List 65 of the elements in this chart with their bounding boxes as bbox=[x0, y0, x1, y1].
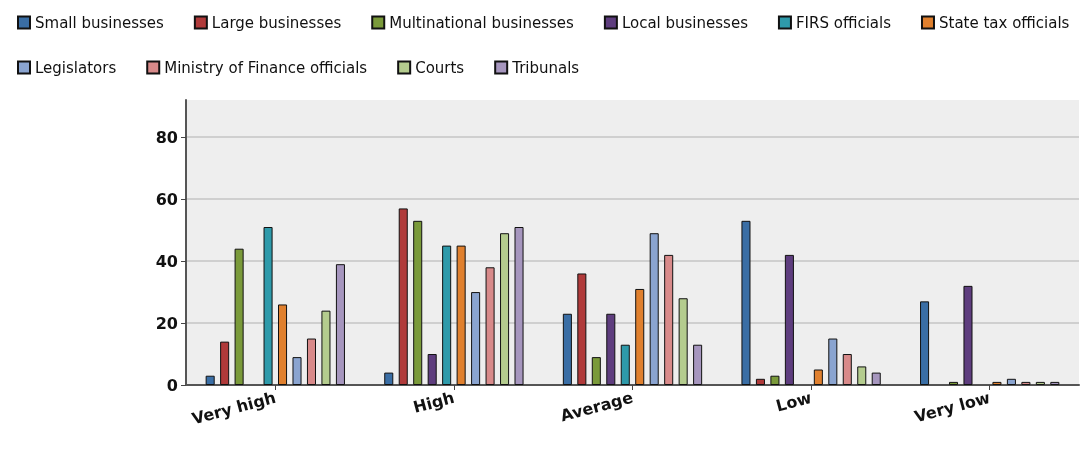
bar bbox=[770, 375, 780, 385]
legend-label: Local businesses bbox=[621, 13, 749, 32]
bar bbox=[1050, 381, 1060, 385]
x-tick-label: High bbox=[411, 387, 457, 417]
bar bbox=[205, 375, 215, 385]
legend-label: Courts bbox=[415, 58, 465, 77]
bar bbox=[842, 354, 852, 385]
bar bbox=[306, 338, 317, 385]
bar bbox=[741, 220, 751, 385]
bar bbox=[664, 254, 674, 385]
legend-label: State tax officials bbox=[938, 13, 1070, 32]
bar bbox=[1006, 378, 1016, 385]
bar bbox=[292, 357, 302, 385]
bar bbox=[456, 245, 466, 385]
bar bbox=[263, 227, 273, 385]
bar bbox=[471, 292, 481, 385]
bar bbox=[755, 378, 765, 385]
bar bbox=[500, 233, 510, 385]
bar bbox=[427, 354, 437, 385]
bar bbox=[871, 372, 881, 385]
bar bbox=[398, 208, 408, 385]
bar bbox=[562, 313, 572, 385]
bar bbox=[620, 344, 630, 385]
legend-label: FIRS officials bbox=[795, 13, 892, 32]
legend-label: Large businesses bbox=[211, 13, 342, 32]
bar bbox=[321, 310, 331, 385]
bar bbox=[1021, 381, 1031, 385]
y-tick-label: 60 bbox=[155, 189, 178, 209]
bar bbox=[384, 372, 394, 385]
legend-label: Tribunals bbox=[511, 58, 580, 77]
bar bbox=[813, 369, 823, 385]
x-tick-label: Low bbox=[773, 387, 814, 416]
bar bbox=[649, 233, 659, 385]
y-tick-label: 40 bbox=[155, 251, 178, 271]
legend-label: Ministry of Finance officials bbox=[164, 58, 368, 77]
legend-label: Multinational businesses bbox=[389, 13, 575, 32]
y-tick-label: 20 bbox=[155, 313, 178, 333]
bar bbox=[220, 341, 230, 385]
bar bbox=[828, 338, 838, 385]
y-tick-label: 0 bbox=[166, 375, 178, 395]
bar bbox=[963, 285, 973, 385]
bar bbox=[948, 381, 959, 385]
bar bbox=[514, 227, 524, 385]
bar bbox=[992, 381, 1002, 385]
x-tick-label: Very high bbox=[189, 387, 278, 429]
y-tick-label: 80 bbox=[155, 127, 178, 147]
x-tick-label: Very low bbox=[912, 387, 993, 427]
legend-label: Legislators bbox=[35, 58, 117, 77]
bar bbox=[693, 344, 703, 385]
bar bbox=[635, 288, 645, 385]
bar bbox=[278, 304, 288, 385]
bar bbox=[591, 357, 601, 385]
bar bbox=[1035, 381, 1045, 385]
bar bbox=[784, 254, 794, 385]
bar bbox=[335, 264, 345, 385]
bar bbox=[920, 301, 930, 385]
bar bbox=[234, 248, 244, 385]
bar bbox=[606, 313, 616, 385]
bar bbox=[857, 366, 867, 385]
bar bbox=[413, 220, 423, 385]
bar bbox=[485, 267, 495, 385]
bar bbox=[678, 298, 688, 385]
bar bbox=[577, 273, 587, 385]
legend-label: Small businesses bbox=[35, 13, 165, 32]
bar bbox=[442, 245, 452, 385]
